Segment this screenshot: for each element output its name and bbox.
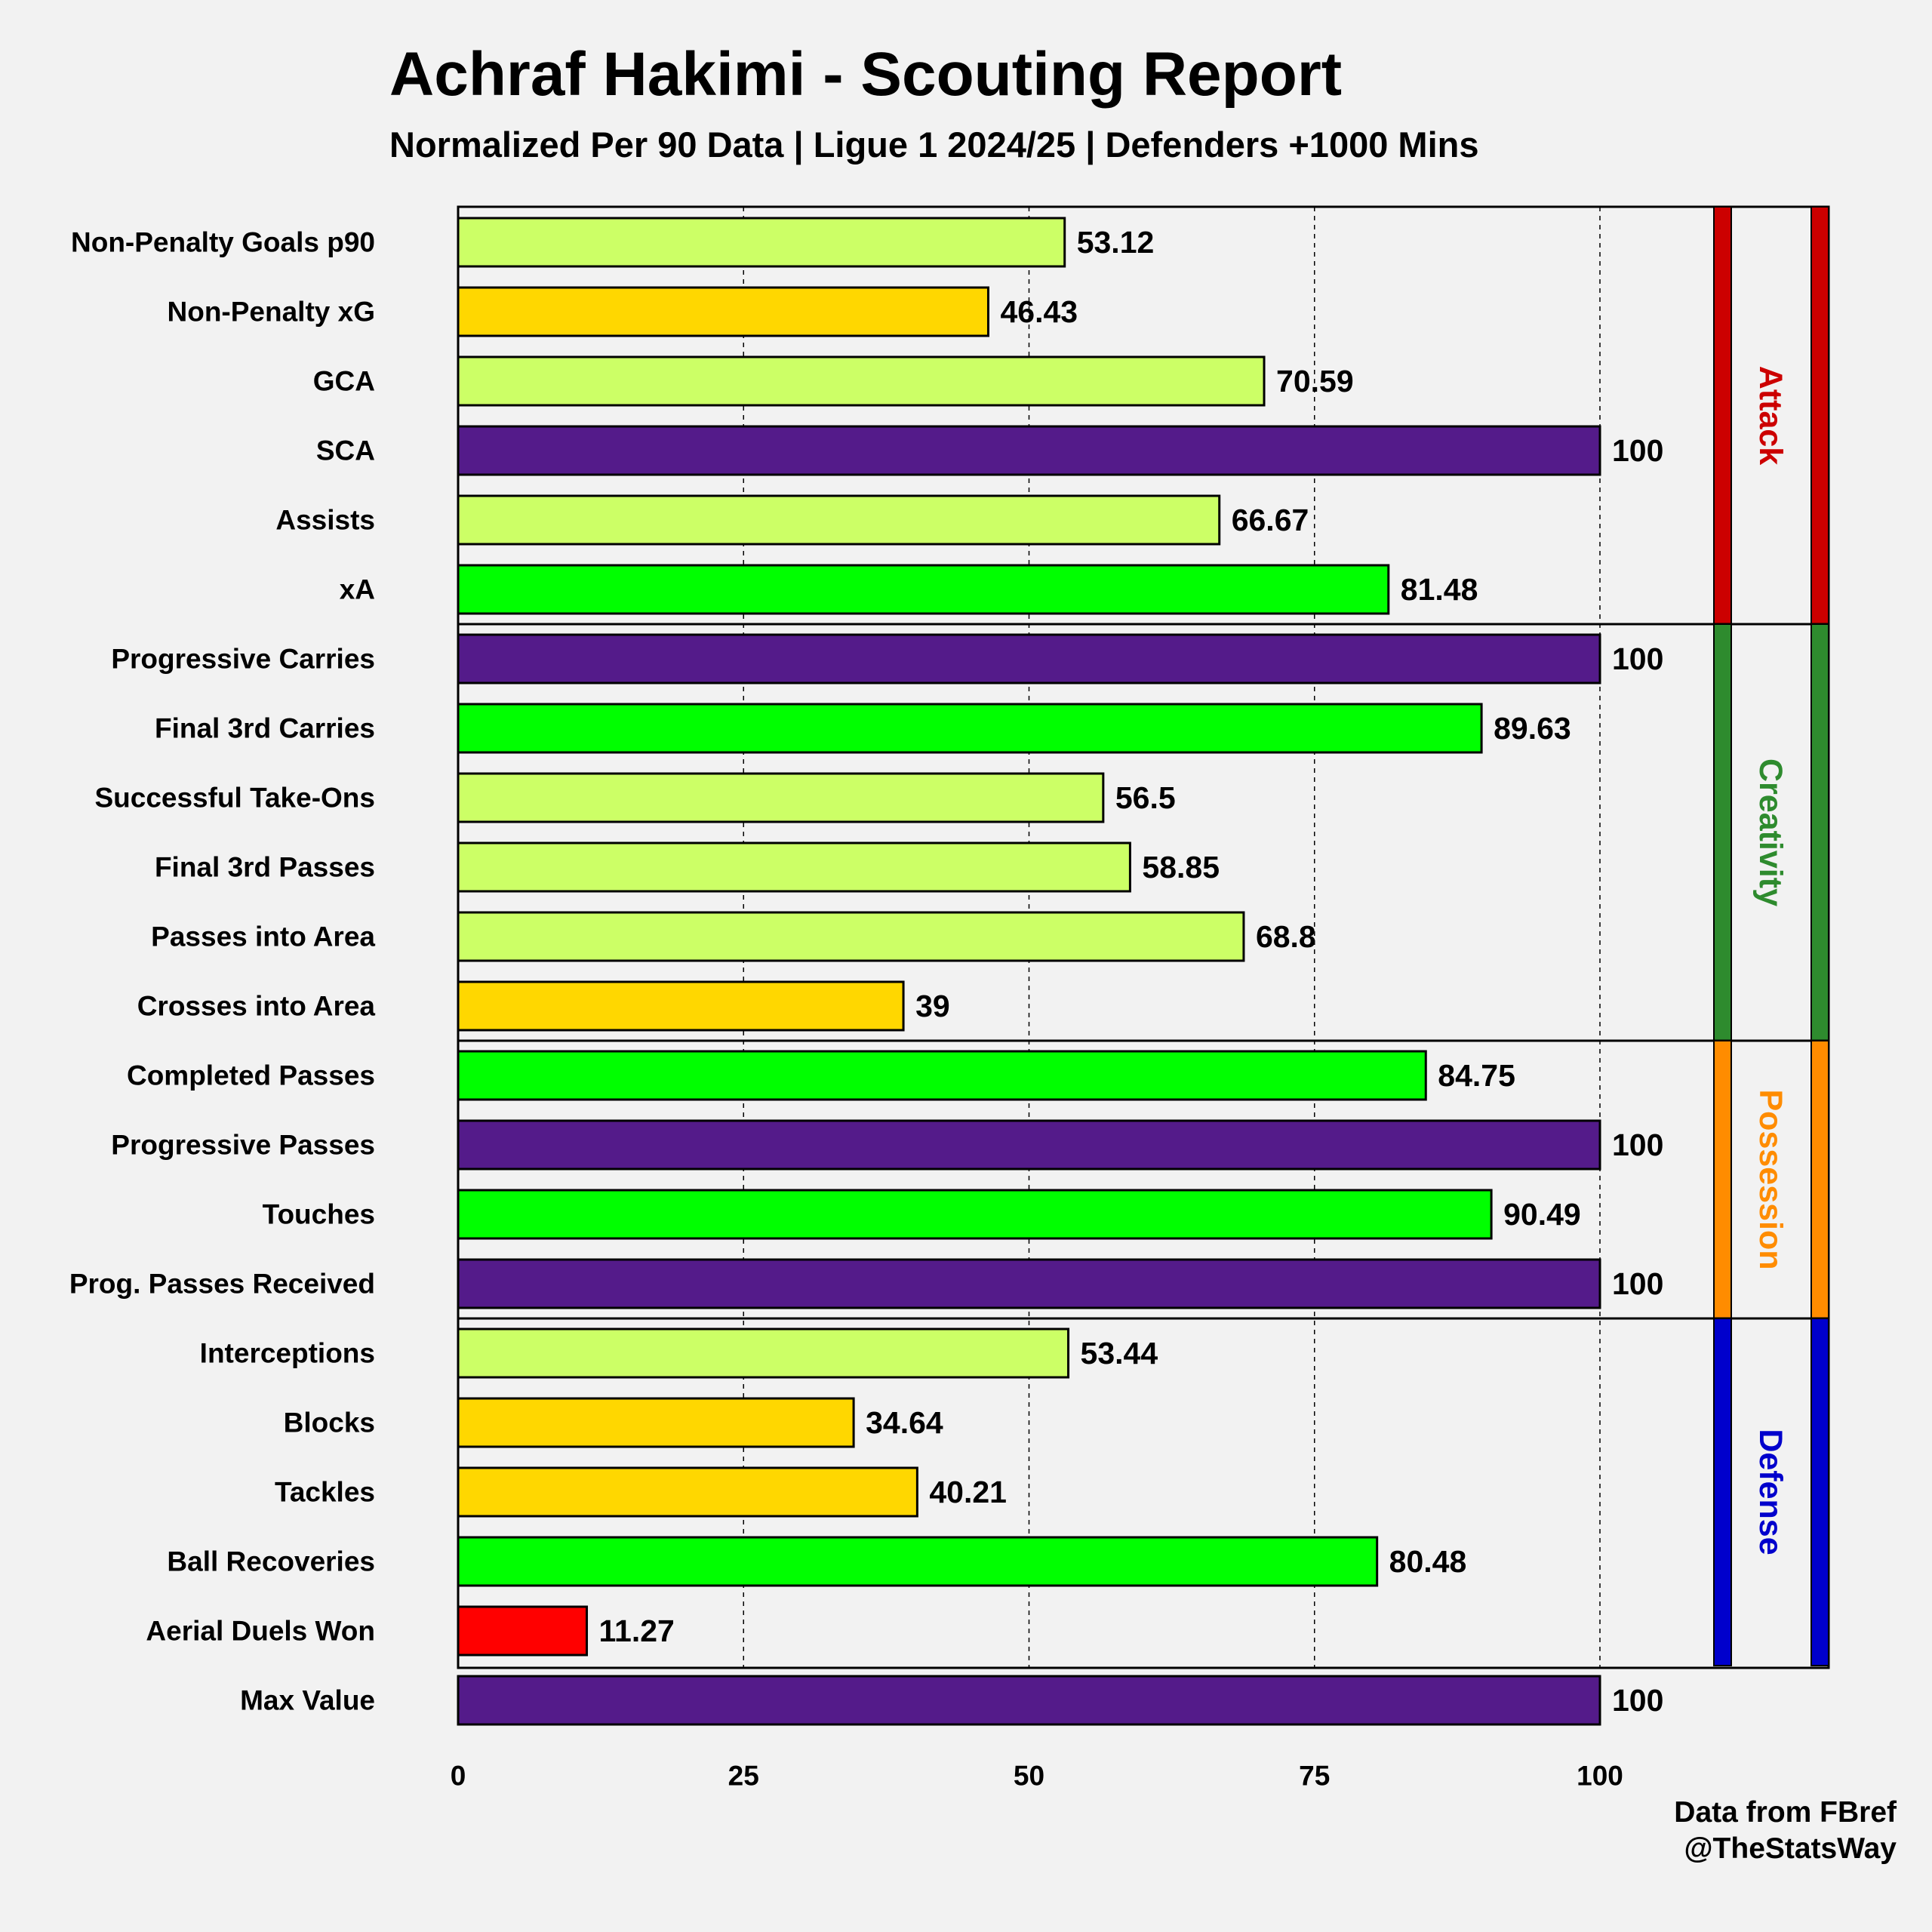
bar-category-label: SCA (316, 435, 375, 466)
bar-value-label: 53.12 (1077, 225, 1155, 260)
bar (457, 1605, 589, 1657)
credit: Data from FBref @TheStatsWay (1674, 1795, 1897, 1867)
group-label: Possession (1752, 1090, 1789, 1270)
bar-value-label: 100 (1612, 1266, 1663, 1301)
bar-category-label: Crosses into Area (137, 991, 376, 1022)
bar-value-label: 11.27 (599, 1614, 675, 1648)
bar-value-label: 100 (1612, 641, 1663, 676)
bar (457, 355, 1266, 407)
bar-category-label: Interceptions (200, 1338, 375, 1369)
bar-category-label: Final 3rd Passes (155, 852, 375, 883)
bar-category-label: Progressive Passes (111, 1130, 375, 1161)
bar-value-label: 56.5 (1115, 780, 1176, 815)
bar (457, 1189, 1493, 1240)
bar (457, 1050, 1427, 1101)
bar (457, 703, 1483, 754)
bar (457, 841, 1131, 893)
bar (457, 633, 1601, 685)
bar-category-label: Aerial Duels Won (146, 1616, 375, 1647)
bar-category-label: Max Value (240, 1685, 375, 1716)
bar (457, 494, 1221, 546)
bar (457, 1258, 1601, 1309)
bar (457, 1119, 1601, 1171)
bar-category-label: Passes into Area (151, 921, 375, 952)
bar-category-label: Ball Recoveries (167, 1546, 375, 1577)
bar-value-label: 58.85 (1142, 850, 1220, 884)
bar-value-label: 70.59 (1276, 364, 1354, 398)
credit-source: Data from FBref (1674, 1796, 1897, 1829)
bar-category-label: Blocks (284, 1407, 375, 1438)
group-strip-left (1713, 1040, 1732, 1319)
group-label: Creativity (1752, 758, 1789, 906)
group-label: Attack (1752, 366, 1789, 466)
chart-subtitle: Normalized Per 90 Data | Ligue 1 2024/25… (389, 125, 1479, 165)
x-tick-label: 50 (1014, 1761, 1044, 1792)
bar-value-label: 40.21 (929, 1475, 1007, 1509)
chart-title: Achraf Hakimi - Scouting Report (389, 40, 1343, 109)
bar-value-label: 84.75 (1438, 1058, 1515, 1093)
group-strip-right (1810, 206, 1829, 625)
x-tick-label: 0 (451, 1761, 466, 1792)
bar-value-label: 80.48 (1389, 1544, 1467, 1579)
bar-category-label: xA (340, 574, 375, 605)
bar (457, 980, 905, 1032)
bar-value-label: 81.48 (1401, 572, 1478, 607)
bar (457, 772, 1105, 823)
bar-category-label: Assists (275, 505, 375, 536)
bar-value-label: 90.49 (1503, 1197, 1581, 1232)
bar-category-label: Tackles (275, 1477, 375, 1508)
bar-value-label: 100 (1612, 433, 1663, 468)
bar-value-label: 100 (1612, 1683, 1663, 1718)
bar (457, 1536, 1379, 1587)
bar (457, 1397, 855, 1448)
group-strip-left (1713, 1318, 1732, 1666)
bar (457, 1327, 1070, 1379)
group-label: Defense (1752, 1429, 1789, 1555)
bar-category-label: Non-Penalty xG (168, 297, 376, 328)
bar-category-label: Progressive Carries (111, 644, 375, 675)
bar-category-label: Non-Penalty Goals p90 (71, 227, 375, 258)
group-strip-right (1810, 1040, 1829, 1319)
bar-value-label: 39 (915, 989, 950, 1023)
bar-category-label: Successful Take-Ons (94, 783, 375, 814)
credit-handle: @TheStatsWay (1684, 1832, 1897, 1865)
bar-category-label: GCA (313, 366, 375, 397)
bar-value-label: 68.8 (1256, 919, 1316, 954)
bar-category-label: Prog. Passes Received (69, 1269, 375, 1300)
group-strip-right (1810, 623, 1829, 1041)
group-strip-right (1810, 1318, 1829, 1666)
bar-value-label: 89.63 (1494, 711, 1571, 746)
bar-category-label: Completed Passes (127, 1060, 375, 1091)
bar (457, 1675, 1601, 1726)
bar (457, 564, 1390, 615)
group-strip-left (1713, 206, 1732, 625)
x-tick-label: 75 (1299, 1761, 1330, 1792)
bar-category-label: Touches (263, 1199, 375, 1230)
x-tick-label: 25 (728, 1761, 759, 1792)
bar-value-label: 46.43 (1000, 294, 1078, 329)
bar (457, 911, 1245, 962)
bar-value-label: 100 (1612, 1128, 1663, 1162)
bar-value-label: 66.67 (1232, 503, 1309, 537)
bar-value-label: 34.64 (866, 1405, 943, 1440)
bar-value-label: 53.44 (1081, 1336, 1158, 1371)
bar-category-label: Final 3rd Carries (155, 713, 375, 744)
bar (457, 1466, 918, 1518)
bar (457, 286, 989, 337)
bar (457, 217, 1066, 268)
bar (457, 425, 1601, 476)
x-tick-label: 100 (1577, 1761, 1623, 1792)
group-strip-left (1713, 623, 1732, 1041)
